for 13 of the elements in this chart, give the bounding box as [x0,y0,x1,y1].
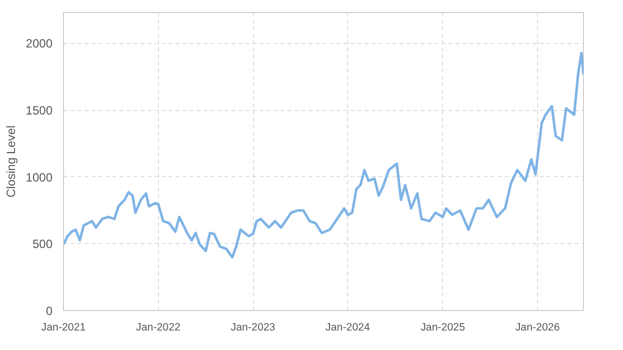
x-tick-label: Jan-2025 [420,322,466,334]
y-axis-title: Closing Level [4,125,18,198]
x-tick-label: Jan-2023 [230,322,276,334]
x-tick-label: Jan-2021 [41,322,86,334]
y-tick-label: 1500 [26,104,53,118]
x-tick-label: Jan-2022 [136,322,181,334]
y-tick-label: 1000 [26,170,53,184]
y-tick-label: 500 [32,237,53,252]
line-series [64,52,584,259]
x-tick-label: Jan-2024 [326,322,370,334]
x-tick-label: Jan-2026 [515,322,560,334]
y-tick-label: 2000 [26,36,53,51]
y-tick-label: 0 [46,304,53,318]
